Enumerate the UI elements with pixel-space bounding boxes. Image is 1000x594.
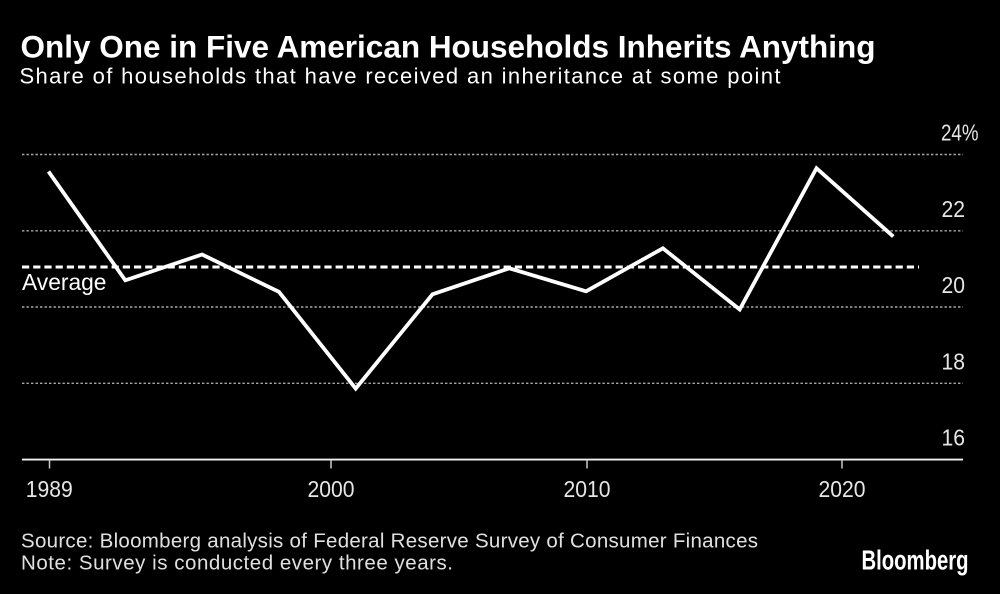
svg-text:24%: 24% (941, 120, 979, 146)
svg-text:Note: Survey is conducted ever: Note: Survey is conducted every three ye… (21, 551, 453, 574)
svg-text:18: 18 (942, 348, 966, 374)
svg-text:Only One in Five American Hous: Only One in Five American Households Inh… (21, 29, 876, 65)
svg-text:2000: 2000 (308, 476, 355, 502)
svg-text:1989: 1989 (26, 476, 73, 502)
svg-text:Source: Bloomberg analysis of: Source: Bloomberg analysis of Federal Re… (21, 530, 758, 553)
svg-text:Bloomberg: Bloomberg (862, 544, 969, 575)
svg-text:2010: 2010 (564, 476, 611, 502)
svg-text:Share of households that have: Share of households that have received a… (20, 64, 781, 89)
svg-text:20: 20 (942, 272, 966, 298)
svg-text:22: 22 (942, 196, 966, 222)
svg-text:Average: Average (22, 269, 107, 295)
svg-text:2020: 2020 (819, 476, 866, 502)
svg-text:16: 16 (942, 425, 966, 451)
